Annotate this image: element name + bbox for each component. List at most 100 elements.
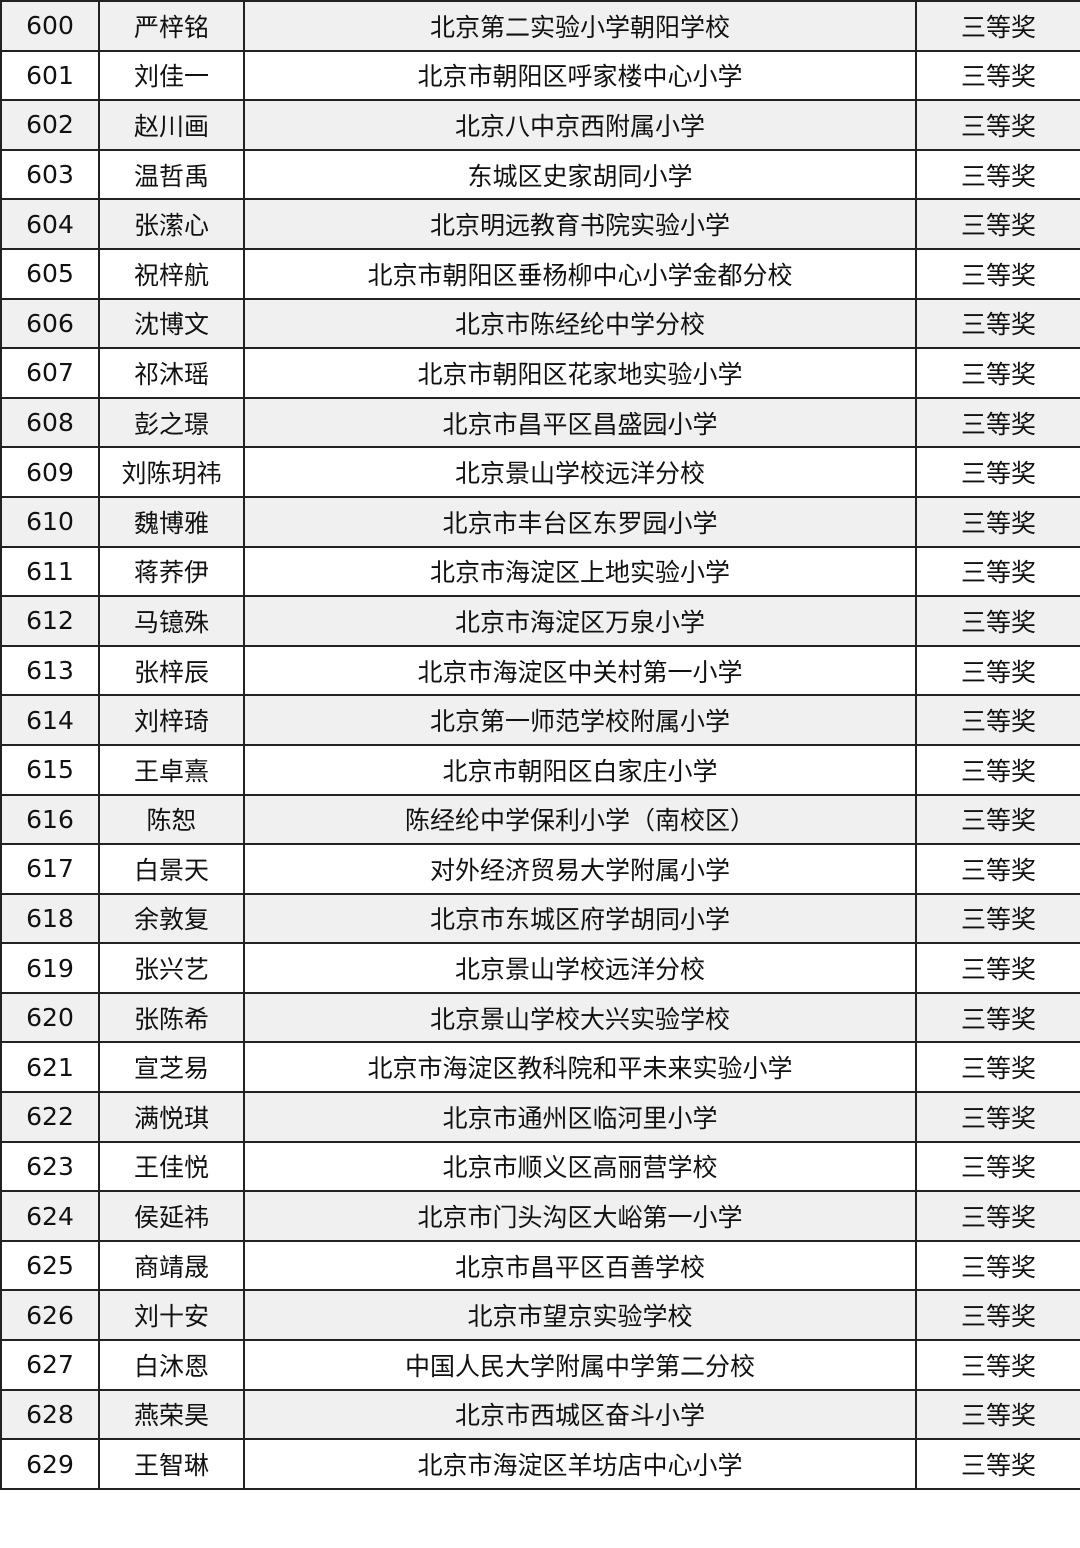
row-number: 617 [0,843,100,895]
table-row: 613 张梓辰 北京市海淀区中关村第一小学 三等奖 [0,644,1080,697]
table-row: 605 祝梓航 北京市朝阳区垂杨柳中心小学金都分校 三等奖 [0,247,1080,300]
table-row: 603 温哲禹 东城区史家胡同小学 三等奖 [0,148,1080,201]
student-name: 赵川画 [98,99,245,151]
student-name: 宣芝易 [98,1041,245,1094]
award-level: 三等奖 [915,99,1080,151]
award-level: 三等奖 [915,347,1080,399]
student-name: 余敦复 [98,892,245,945]
school-name: 北京市海淀区教科院和平未来实验小学 [243,1041,917,1094]
row-number: 621 [0,1041,100,1094]
row-number: 616 [0,793,100,846]
school-name: 北京市海淀区万泉小学 [243,595,917,647]
student-name: 马镱殊 [98,595,245,647]
table-row: 622 满悦琪 北京市通州区临河里小学 三等奖 [0,1091,1080,1143]
table-row: 610 魏博雅 北京市丰台区东罗园小学 三等奖 [0,495,1080,548]
student-name: 祝梓航 [98,247,245,300]
student-name: 彭之璟 [98,396,245,449]
award-level: 三等奖 [915,1091,1080,1143]
student-name: 刘梓琦 [98,694,245,746]
row-number: 629 [0,1438,100,1490]
student-name: 魏博雅 [98,495,245,548]
table-row: 626 刘十安 北京市望京实验学校 三等奖 [0,1289,1080,1342]
school-name: 陈经纶中学保利小学（南校区） [243,793,917,846]
student-name: 白景天 [98,843,245,895]
row-number: 628 [0,1388,100,1441]
table-row: 600 严梓铭 北京第二实验小学朝阳学校 三等奖 [0,0,1080,52]
award-table: 600 严梓铭 北京第二实验小学朝阳学校 三等奖 601 刘佳一 北京市朝阳区呼家楼中心小学… [0,0,1080,1490]
award-level: 三等奖 [915,396,1080,449]
award-level: 三等奖 [915,1239,1080,1292]
award-level: 三等奖 [915,595,1080,647]
award-level: 三等奖 [915,793,1080,846]
award-level: 三等奖 [915,942,1080,994]
row-number: 626 [0,1289,100,1342]
table-row: 609 刘陈玥祎 北京景山学校远洋分校 三等奖 [0,446,1080,498]
student-name: 张潆心 [98,198,245,250]
row-number: 608 [0,396,100,449]
table-row: 606 沈博文 北京市陈经纶中学分校 三等奖 [0,297,1080,350]
table-row: 612 马镱殊 北京市海淀区万泉小学 三等奖 [0,595,1080,647]
school-name: 北京景山学校远洋分校 [243,446,917,498]
row-number: 609 [0,446,100,498]
award-level: 三等奖 [915,1289,1080,1342]
award-level: 三等奖 [915,1140,1080,1193]
school-name: 北京市朝阳区垂杨柳中心小学金都分校 [243,247,917,300]
school-name: 北京景山学校远洋分校 [243,942,917,994]
school-name: 北京市丰台区东罗园小学 [243,495,917,548]
row-number: 604 [0,198,100,250]
student-name: 张梓辰 [98,644,245,697]
school-name: 北京第一师范学校附属小学 [243,694,917,746]
school-name: 北京第二实验小学朝阳学校 [243,0,917,52]
award-level: 三等奖 [915,446,1080,498]
row-number: 606 [0,297,100,350]
award-level: 三等奖 [915,545,1080,598]
school-name: 北京明远教育书院实验小学 [243,198,917,250]
table-row: 611 蒋荞伊 北京市海淀区上地实验小学 三等奖 [0,545,1080,598]
student-name: 刘佳一 [98,49,245,102]
school-name: 北京市望京实验学校 [243,1289,917,1342]
table-row: 624 侯延祎 北京市门头沟区大峪第一小学 三等奖 [0,1190,1080,1242]
school-name: 中国人民大学附属中学第二分校 [243,1339,917,1391]
row-number: 612 [0,595,100,647]
table-row: 628 燕荣昊 北京市西城区奋斗小学 三等奖 [0,1388,1080,1441]
school-name: 北京市朝阳区呼家楼中心小学 [243,49,917,102]
student-name: 王卓熹 [98,743,245,796]
student-name: 刘陈玥祎 [98,446,245,498]
table-row: 623 王佳悦 北京市顺义区高丽营学校 三等奖 [0,1140,1080,1193]
school-name: 东城区史家胡同小学 [243,148,917,201]
row-number: 625 [0,1239,100,1292]
student-name: 王佳悦 [98,1140,245,1193]
school-name: 北京市昌平区百善学校 [243,1239,917,1292]
row-number: 605 [0,247,100,300]
student-name: 张兴艺 [98,942,245,994]
award-level: 三等奖 [915,297,1080,350]
award-level: 三等奖 [915,694,1080,746]
award-level: 三等奖 [915,1339,1080,1391]
award-level: 三等奖 [915,644,1080,697]
award-level: 三等奖 [915,1388,1080,1441]
school-name: 北京市东城区府学胡同小学 [243,892,917,945]
school-name: 北京市西城区奋斗小学 [243,1388,917,1441]
row-number: 618 [0,892,100,945]
award-table-body: 600 严梓铭 北京第二实验小学朝阳学校 三等奖 601 刘佳一 北京市朝阳区呼家楼中心小学… [0,0,1080,1490]
student-name: 张陈希 [98,991,245,1044]
school-name: 北京市海淀区中关村第一小学 [243,644,917,697]
student-name: 燕荣昊 [98,1388,245,1441]
award-level: 三等奖 [915,743,1080,796]
table-row: 629 王智琳 北京市海淀区羊坊店中心小学 三等奖 [0,1438,1080,1490]
row-number: 624 [0,1190,100,1242]
student-name: 刘十安 [98,1289,245,1342]
row-number: 619 [0,942,100,994]
student-name: 严梓铭 [98,0,245,52]
award-level: 三等奖 [915,247,1080,300]
table-row: 620 张陈希 北京景山学校大兴实验学校 三等奖 [0,991,1080,1044]
school-name: 北京市门头沟区大峪第一小学 [243,1190,917,1242]
table-row: 601 刘佳一 北京市朝阳区呼家楼中心小学 三等奖 [0,49,1080,102]
row-number: 603 [0,148,100,201]
award-level: 三等奖 [915,991,1080,1044]
student-name: 陈恕 [98,793,245,846]
row-number: 610 [0,495,100,548]
school-name: 北京市海淀区羊坊店中心小学 [243,1438,917,1490]
table-row: 616 陈恕 陈经纶中学保利小学（南校区） 三等奖 [0,793,1080,846]
row-number: 607 [0,347,100,399]
